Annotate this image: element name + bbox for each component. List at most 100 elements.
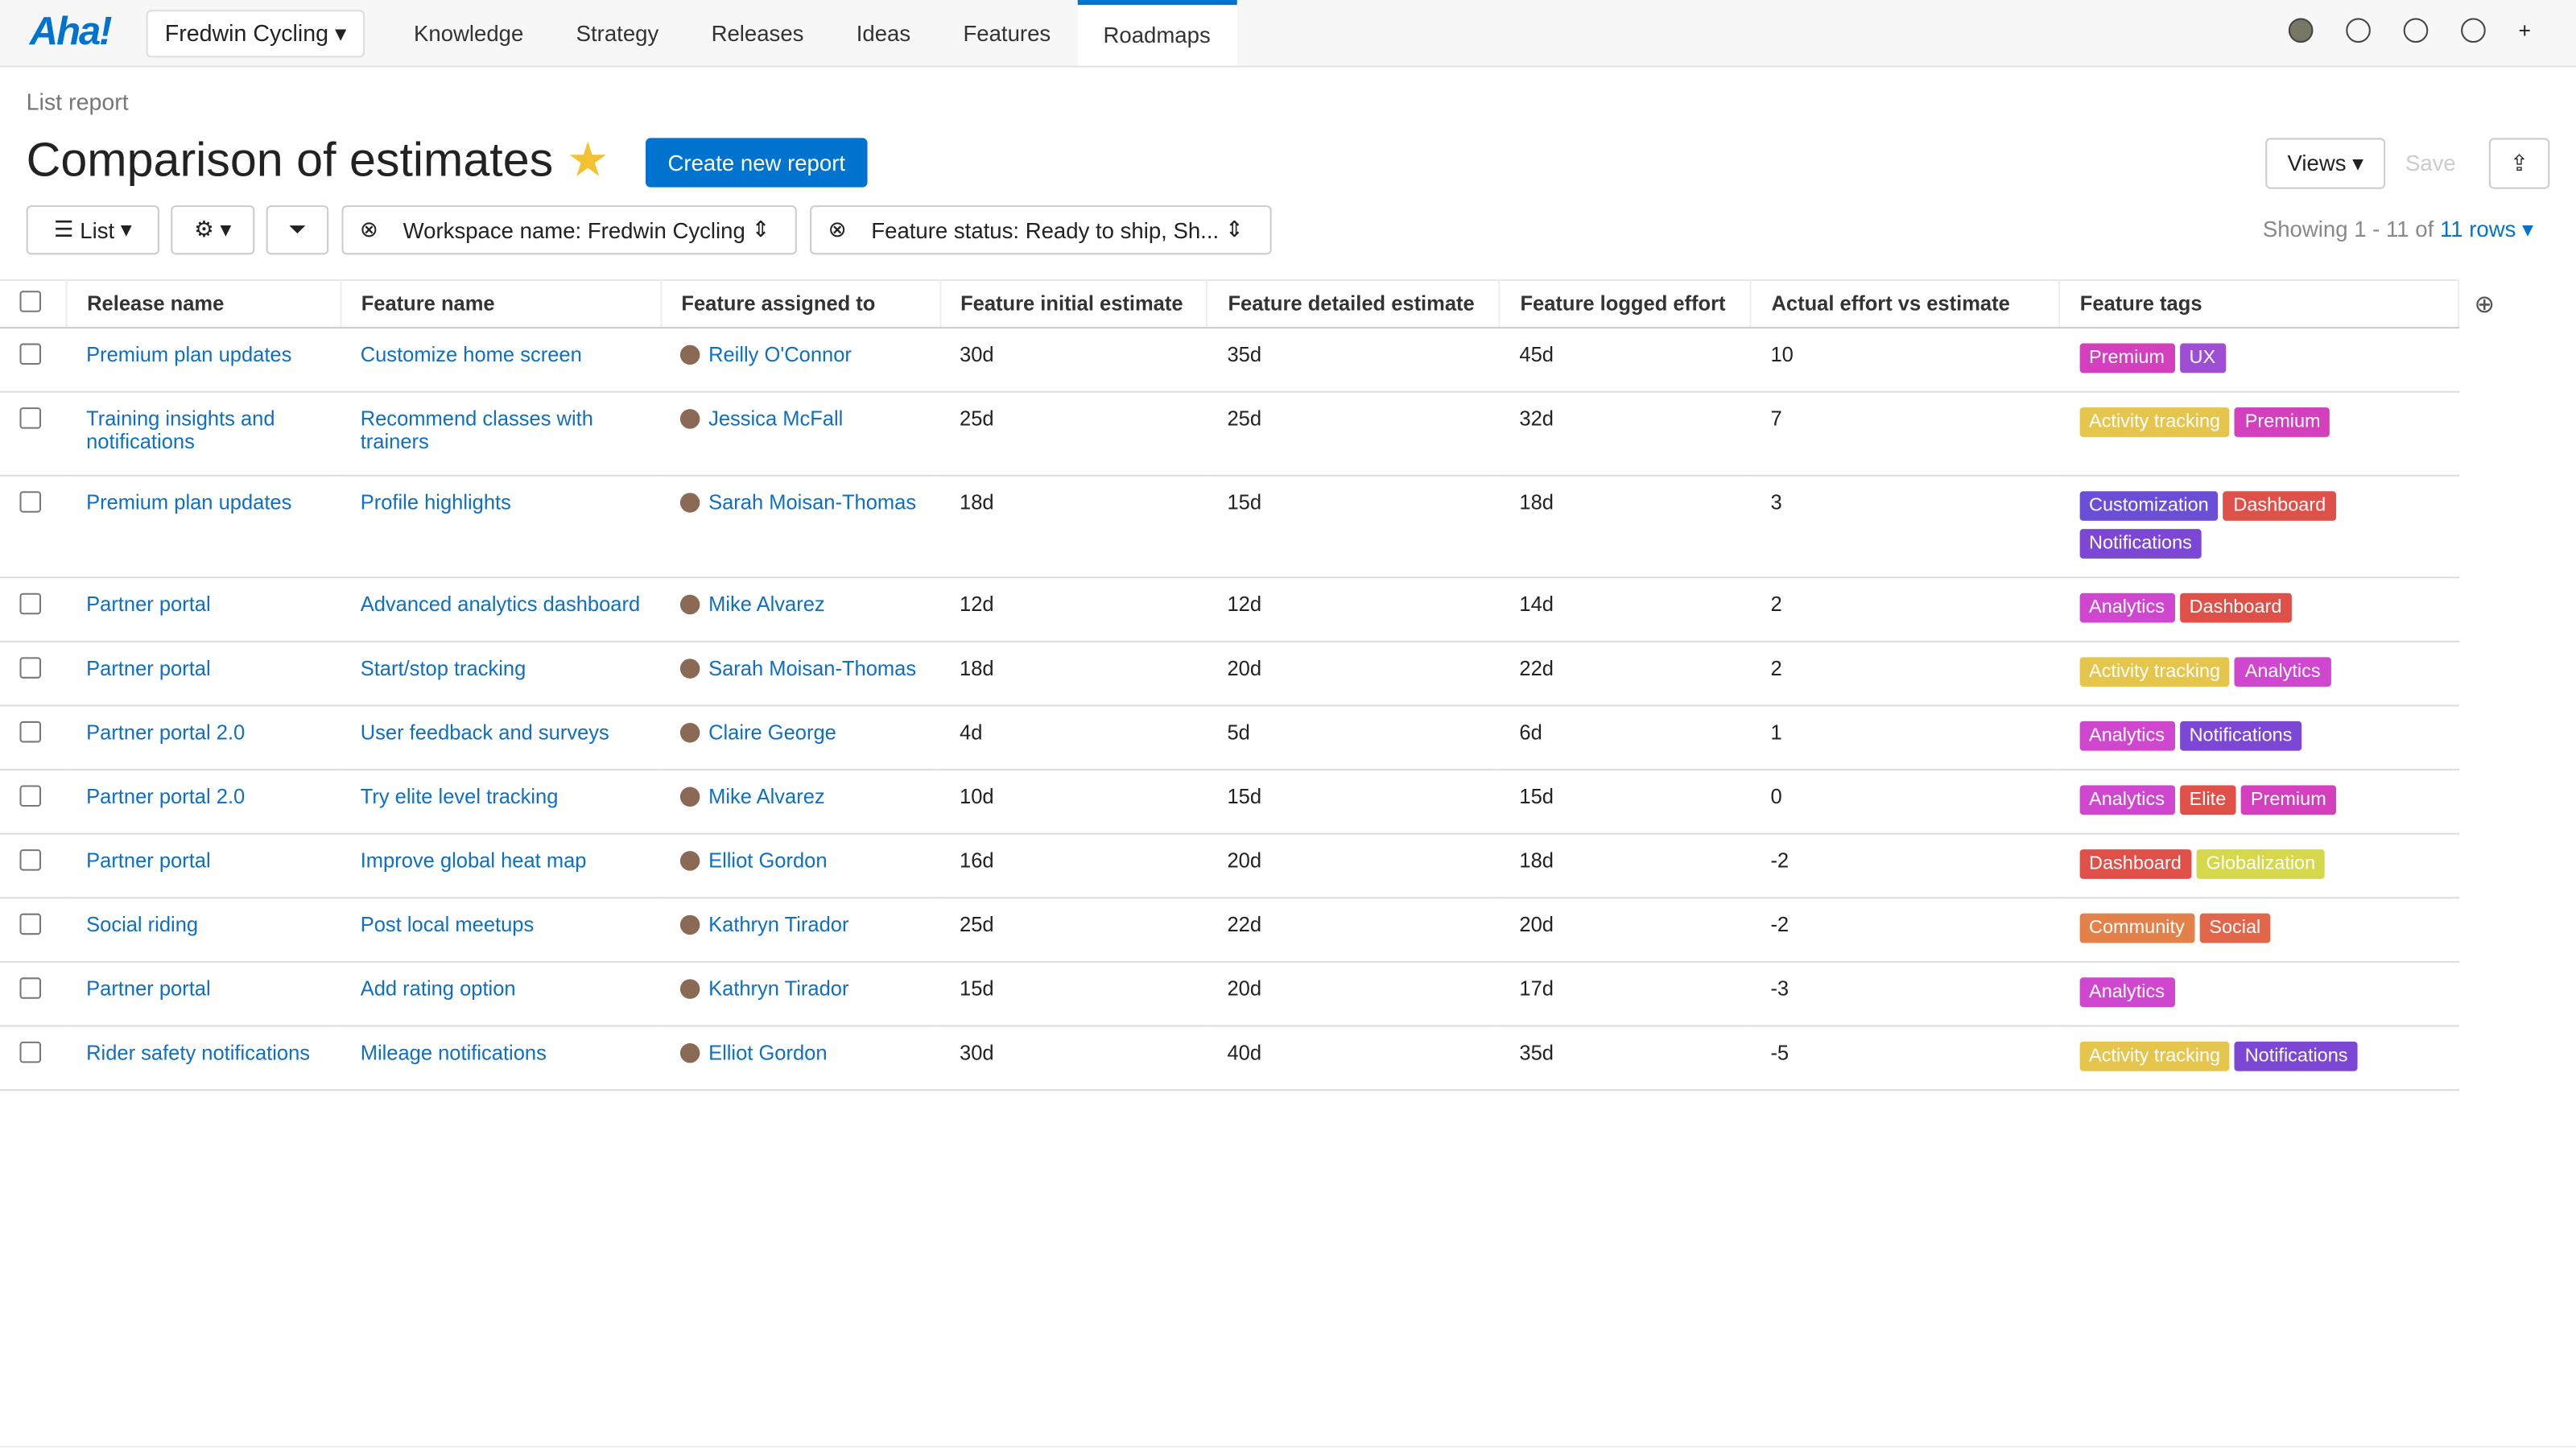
column-header: Feature assigned to bbox=[660, 279, 941, 329]
release-cell[interactable]: Partner portal 2.0 bbox=[66, 770, 341, 835]
checkbox[interactable] bbox=[19, 407, 42, 429]
feature-cell[interactable]: Add rating option bbox=[341, 961, 661, 1027]
feature-cell[interactable]: Customize home screen bbox=[341, 328, 661, 393]
tag[interactable]: Premium bbox=[2235, 407, 2330, 437]
tag[interactable]: Globalization bbox=[2196, 849, 2326, 879]
views-button[interactable]: Views ▾ bbox=[2265, 138, 2386, 189]
save-button[interactable]: Save bbox=[2385, 138, 2476, 189]
checkbox[interactable] bbox=[19, 291, 42, 312]
checkbox[interactable] bbox=[19, 343, 42, 365]
checkbox[interactable] bbox=[19, 1041, 42, 1063]
tag[interactable]: Notifications bbox=[2179, 720, 2302, 751]
assignee[interactable]: Kathryn Tirador bbox=[708, 913, 849, 937]
release-cell[interactable]: Partner portal bbox=[66, 577, 341, 642]
assignee[interactable]: Elliot Gordon bbox=[708, 849, 828, 873]
release-cell[interactable]: Partner portal bbox=[66, 961, 341, 1027]
rows-link[interactable]: 11 rows bbox=[2439, 217, 2516, 242]
feature-cell[interactable]: Try elite level tracking bbox=[341, 770, 661, 835]
tag[interactable]: Premium bbox=[2079, 343, 2175, 374]
settings-button[interactable]: ⚙ ▾ bbox=[171, 205, 255, 255]
help[interactable] bbox=[2403, 18, 2429, 43]
assignee[interactable]: Sarah Moisan-Thomas bbox=[708, 491, 917, 514]
tag[interactable]: Dashboard bbox=[2223, 491, 2336, 521]
workspace-select[interactable]: Fredwin Cycling ▾ bbox=[147, 9, 365, 57]
assignee[interactable]: Claire George bbox=[708, 720, 836, 745]
nav-tab[interactable]: Ideas bbox=[856, 20, 911, 46]
feature-cell[interactable]: Profile highlights bbox=[341, 475, 661, 579]
tag[interactable]: UX bbox=[2179, 343, 2226, 374]
tag[interactable]: Analytics bbox=[2079, 592, 2175, 623]
tag[interactable]: Activity tracking bbox=[2079, 407, 2231, 437]
add[interactable]: + bbox=[2518, 18, 2532, 43]
star[interactable]: ★ bbox=[566, 134, 609, 188]
checkbox[interactable] bbox=[19, 849, 42, 871]
feature-cell[interactable]: Mileage notifications bbox=[341, 1026, 661, 1092]
avatar bbox=[680, 409, 700, 429]
release-cell[interactable]: Social riding bbox=[66, 898, 341, 963]
nav-tab[interactable]: Strategy bbox=[576, 20, 659, 46]
assignee[interactable]: Kathryn Tirador bbox=[708, 977, 849, 1001]
assignee[interactable]: Mike Alvarez bbox=[708, 592, 825, 617]
checkbox[interactable] bbox=[19, 592, 42, 615]
release-cell[interactable]: Training insights and notifications bbox=[66, 391, 341, 477]
nav-tab[interactable]: Features bbox=[963, 20, 1051, 46]
add-column[interactable]: ⊕ bbox=[2474, 291, 2496, 319]
nav-tab[interactable]: Roadmaps bbox=[1076, 0, 1237, 66]
checkbox[interactable] bbox=[19, 720, 42, 743]
tag[interactable]: Analytics bbox=[2235, 657, 2330, 687]
tag[interactable]: Social bbox=[2199, 913, 2271, 943]
release-cell[interactable]: Premium plan updates bbox=[66, 328, 341, 393]
release-cell[interactable]: Premium plan updates bbox=[66, 475, 341, 579]
share-button[interactable]: ⇪ bbox=[2488, 138, 2550, 189]
logo[interactable]: Aha! bbox=[29, 10, 113, 55]
filter-2[interactable]: ⊗ Feature status: Ready to ship, Sh... ⇕ bbox=[810, 205, 1272, 255]
feature-cell[interactable]: User feedback and surveys bbox=[341, 705, 661, 771]
feature-cell[interactable]: Improve global heat map bbox=[341, 833, 661, 899]
initial-cell: 10d bbox=[939, 770, 1208, 835]
nav-tab[interactable]: Knowledge bbox=[413, 20, 524, 46]
assignee-cell: Elliot Gordon bbox=[660, 833, 940, 899]
feature-cell[interactable]: Start/stop tracking bbox=[341, 641, 661, 707]
assignee[interactable]: Jessica McFall bbox=[708, 407, 844, 431]
assignee-cell: Sarah Moisan-Thomas bbox=[660, 475, 940, 579]
initial-cell: 30d bbox=[939, 1026, 1208, 1092]
avatar[interactable] bbox=[2288, 18, 2314, 43]
search[interactable] bbox=[2461, 18, 2486, 43]
tag[interactable]: Customization bbox=[2079, 491, 2219, 521]
avatar bbox=[680, 851, 700, 871]
release-cell[interactable]: Partner portal 2.0 bbox=[66, 705, 341, 771]
checkbox[interactable] bbox=[19, 657, 42, 679]
tag[interactable]: Analytics bbox=[2079, 720, 2175, 751]
tag[interactable]: Notifications bbox=[2079, 529, 2202, 559]
filter-button[interactable]: ⏷ bbox=[266, 205, 329, 255]
assignee[interactable]: Mike Alvarez bbox=[708, 785, 825, 809]
tag[interactable]: Dashboard bbox=[2179, 592, 2292, 623]
assignee[interactable]: Elliot Gordon bbox=[708, 1041, 828, 1065]
checkbox[interactable] bbox=[19, 491, 42, 513]
view-button[interactable]: ☰ List ▾ bbox=[26, 205, 159, 255]
feature-cell[interactable]: Recommend classes with trainers bbox=[341, 391, 661, 477]
feature-cell[interactable]: Advanced analytics dashboard bbox=[341, 577, 661, 642]
checkbox[interactable] bbox=[19, 977, 42, 999]
tag[interactable]: Activity tracking bbox=[2079, 657, 2231, 687]
tag[interactable]: Activity tracking bbox=[2079, 1041, 2231, 1071]
settings[interactable] bbox=[2346, 18, 2371, 43]
assignee[interactable]: Sarah Moisan-Thomas bbox=[708, 657, 917, 680]
tag[interactable]: Notifications bbox=[2235, 1041, 2358, 1071]
checkbox[interactable] bbox=[19, 785, 42, 807]
tag[interactable]: Analytics bbox=[2079, 977, 2175, 1008]
tag[interactable]: Dashboard bbox=[2079, 849, 2192, 879]
release-cell[interactable]: Partner portal bbox=[66, 833, 341, 899]
tag[interactable]: Elite bbox=[2179, 785, 2236, 815]
create-button[interactable]: Create new report bbox=[646, 138, 868, 188]
tag[interactable]: Analytics bbox=[2079, 785, 2175, 815]
tag[interactable]: Premium bbox=[2240, 785, 2337, 815]
release-cell[interactable]: Partner portal bbox=[66, 641, 341, 707]
checkbox[interactable] bbox=[19, 913, 42, 935]
assignee[interactable]: Reilly O'Connor bbox=[708, 343, 852, 367]
nav-tab[interactable]: Releases bbox=[711, 20, 804, 46]
release-cell[interactable]: Rider safety notifications bbox=[66, 1026, 341, 1092]
tag[interactable]: Community bbox=[2079, 913, 2194, 943]
filter-1[interactable]: ⊗ Workspace name: Fredwin Cycling ⇕ bbox=[341, 205, 797, 255]
feature-cell[interactable]: Post local meetups bbox=[341, 898, 661, 963]
